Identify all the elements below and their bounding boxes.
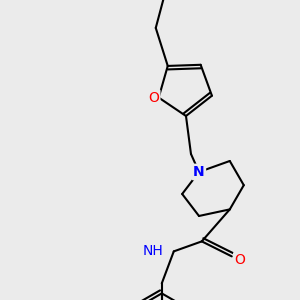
Text: O: O [234, 254, 245, 267]
Text: NH: NH [143, 244, 164, 258]
Text: N: N [193, 165, 205, 179]
Text: O: O [148, 91, 159, 105]
